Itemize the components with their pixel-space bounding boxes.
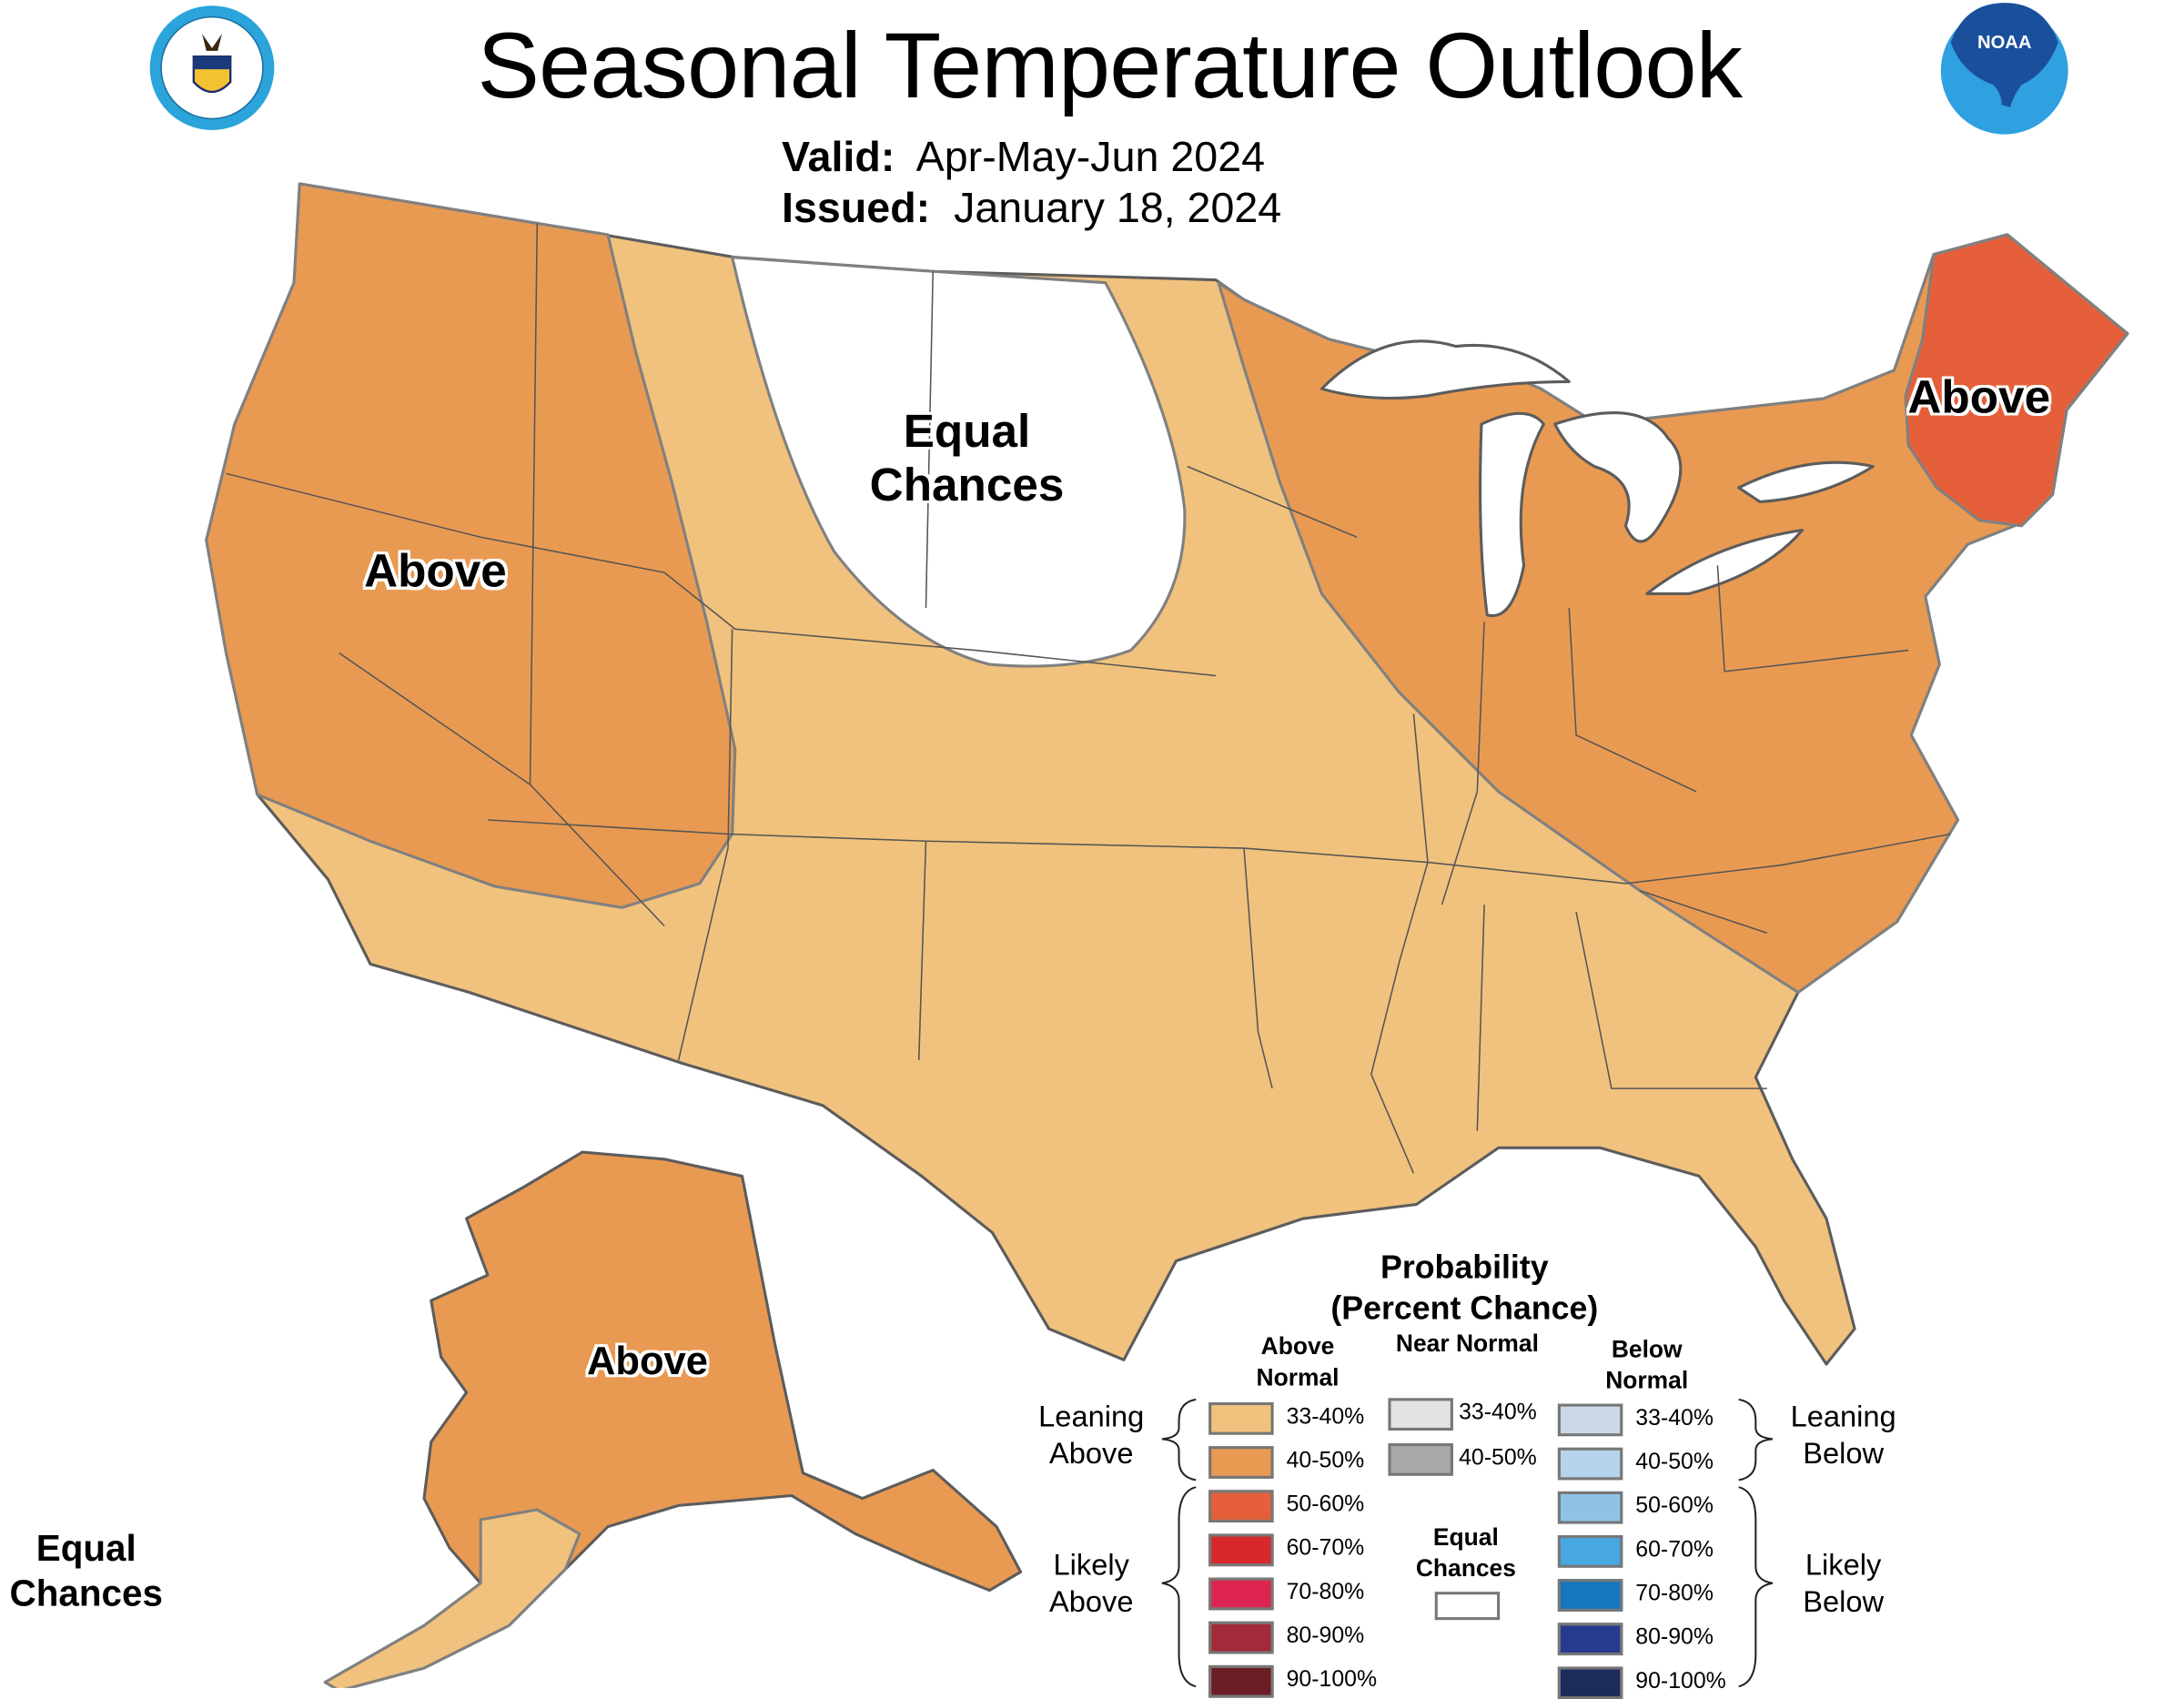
legend-swatch-below-6	[1557, 1666, 1623, 1699]
new-england-region-likely-above-50-60	[1904, 233, 2129, 528]
legend-label-below-4: 70-80%	[1635, 1582, 1714, 1606]
legend-swatch-above-4	[1208, 1577, 1274, 1611]
valid-line: Valid: Apr-May-Jun 2024	[782, 135, 1265, 183]
page-title: Seasonal Temperature Outlook	[477, 12, 1744, 117]
legend-swatch-below-1	[1557, 1447, 1623, 1481]
state-boundaries	[226, 223, 1951, 1174]
noaa-logo-text: NOAA	[1977, 33, 2032, 53]
lake-michigan	[1479, 411, 1545, 618]
legend-label-below-0: 33-40%	[1635, 1406, 1714, 1431]
legend-swatch-above-2	[1208, 1490, 1274, 1523]
legend-label-above-2: 50-60%	[1286, 1492, 1365, 1517]
legend-label-below-2: 50-60%	[1635, 1493, 1714, 1519]
west-region-leaning-above-40-50	[205, 182, 737, 909]
issued-line: Issued: January 18, 2024	[782, 185, 1281, 233]
lake-erie	[1645, 528, 1805, 595]
legend-label-above-4: 70-80%	[1286, 1580, 1365, 1605]
legend-swatch-above-1	[1208, 1446, 1274, 1479]
map-label-hawaii-equal-chances: Equal Chances	[9, 1526, 163, 1614]
map-label-plains-equal-chances: Equal Chances	[869, 404, 1065, 511]
lake-superior	[1320, 339, 1571, 400]
legend-group-likely-above: Likely Above	[1048, 1549, 1134, 1619]
lake-ontario	[1737, 460, 1875, 504]
issued-label: Issued:	[782, 185, 931, 232]
legend-swatch-above-6	[1208, 1664, 1274, 1698]
legend-swatch-below-5	[1557, 1623, 1623, 1656]
great-lakes	[1320, 339, 1875, 618]
legend-equal-chances-swatch	[1434, 1592, 1501, 1621]
legend-label-near-1: 40-50%	[1459, 1446, 1537, 1471]
legend-col-below-normal: Below Normal	[1605, 1335, 1689, 1394]
legend-label-below-6: 90-100%	[1635, 1669, 1726, 1694]
brace-leaning-below	[1738, 1398, 1774, 1482]
legend-swatch-near-1	[1388, 1443, 1453, 1476]
map-label-alaska-above: Above	[586, 1339, 708, 1383]
legend-swatch-near-0	[1388, 1398, 1453, 1431]
legend-label-below-5: 80-90%	[1635, 1625, 1714, 1650]
lake-huron	[1553, 411, 1683, 543]
legend-group-leaning-above: Leaning Above	[1038, 1401, 1145, 1471]
map-label-new-england-above: Above	[1907, 369, 2051, 423]
legend-label-above-3: 60-70%	[1286, 1536, 1365, 1561]
legend-swatch-below-2	[1557, 1491, 1623, 1524]
legend-label-above-5: 80-90%	[1286, 1623, 1365, 1649]
legend-swatch-below-3	[1557, 1534, 1623, 1568]
brace-leaning-above	[1161, 1398, 1197, 1482]
legend-group-leaning-below: Leaning Below	[1790, 1401, 1896, 1471]
legend-subtitle: (Percent Chance)	[1330, 1289, 1599, 1327]
plains-region-equal-chances	[731, 256, 1187, 668]
legend-col-above-normal: Above Normal	[1256, 1332, 1340, 1391]
alaska-southwest-leaning-above-33-40	[323, 1508, 581, 1688]
legend-label-above-0: 33-40%	[1286, 1405, 1365, 1430]
valid-label: Valid:	[782, 134, 895, 181]
legend-label-above-1: 40-50%	[1286, 1449, 1365, 1473]
brace-likely-below	[1738, 1486, 1774, 1688]
legend-label-above-6: 90-100%	[1286, 1668, 1378, 1693]
legend-title: Probability	[1380, 1248, 1549, 1286]
legend-swatch-below-0	[1557, 1403, 1623, 1437]
legend-equal-chances-label: Equal Chances	[1415, 1523, 1516, 1583]
valid-value: Apr-May-Jun 2024	[915, 134, 1266, 181]
legend-col-near-normal: Near Normal	[1395, 1330, 1539, 1358]
legend-label-below-3: 60-70%	[1635, 1538, 1714, 1562]
legend-swatch-above-3	[1208, 1533, 1274, 1567]
map-label-west-above: Above	[364, 544, 507, 597]
issued-value: January 18, 2024	[954, 185, 1282, 232]
legend-group-likely-below: Likely Below	[1803, 1549, 1885, 1619]
legend-label-below-1: 40-50%	[1635, 1450, 1714, 1475]
commerce-seal-icon	[149, 5, 275, 130]
noaa-logo-icon: NOAA	[1940, 3, 2068, 135]
legend-swatch-below-4	[1557, 1579, 1623, 1612]
legend-swatch-above-5	[1208, 1621, 1274, 1654]
legend-label-near-0: 33-40%	[1459, 1401, 1537, 1425]
brace-likely-above	[1161, 1486, 1197, 1688]
legend-swatch-above-0	[1208, 1401, 1274, 1435]
